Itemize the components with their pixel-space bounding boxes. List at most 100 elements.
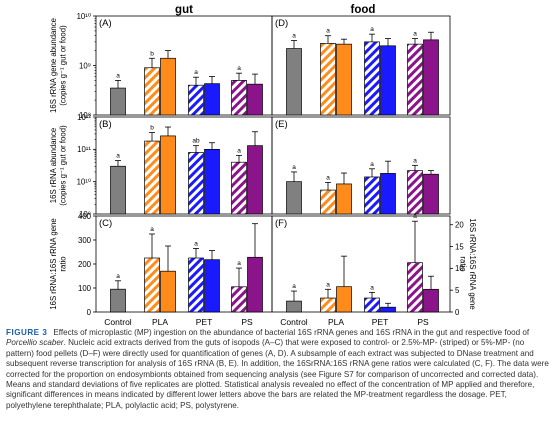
bar-PS-striped [407, 262, 423, 313]
x-tick-label: PET [372, 317, 389, 327]
y-axis-label-line: ratio [59, 256, 68, 272]
x-tick-label: Control [104, 317, 132, 327]
x-tick-label: PLA [328, 317, 344, 327]
bar-PLA-striped [144, 67, 160, 116]
significance-letter: a [370, 284, 374, 291]
figure-caption: FIGURE 3 Effects of microplastic (MP) ing… [6, 328, 550, 411]
bar-PET-solid [380, 306, 396, 313]
y-axis-label-line: 16S rRNA abundance [49, 128, 58, 203]
bar-PET-solid [204, 148, 220, 215]
significance-letter: a [237, 65, 241, 72]
significance-letter: a [292, 164, 296, 171]
panel-letter: (F) [275, 218, 287, 229]
x-tick-label: PET [196, 317, 213, 327]
x-tick-label: Control [280, 317, 308, 327]
bar-PLA-solid [336, 43, 352, 116]
panel-letter: (C) [99, 218, 112, 229]
significance-letter: a [116, 273, 120, 280]
y-tick-label: 10¹⁰ [77, 12, 91, 21]
bar-PLA-striped [320, 43, 336, 116]
significance-letter: a [292, 32, 296, 39]
significance-letter: a [292, 283, 296, 290]
y-axis-label: 16S rRNA abundance(copies g⁻¹ gut or foo… [49, 125, 68, 206]
y-tick-label: 0 [87, 308, 92, 317]
significance-letter: a [326, 281, 330, 288]
caption-label: FIGURE 3 [6, 328, 48, 337]
significance-letter: a [413, 213, 417, 220]
panel-frame [271, 215, 451, 313]
significance-letter: a [326, 174, 330, 181]
y-tick-label: 10⁸ [79, 111, 91, 120]
significance-letter: a [413, 31, 417, 38]
panel-letter: (D) [275, 18, 288, 29]
panel-letter: (A) [99, 18, 112, 29]
bar-control [286, 48, 302, 116]
significance-letter: a [326, 28, 330, 35]
bar-control [286, 300, 302, 313]
bar-PET-striped [188, 84, 204, 116]
significance-letter: b [150, 125, 154, 132]
caption-text-2: . Nucleic acid extracts derived from the… [6, 338, 549, 410]
bar-PS-solid [423, 288, 439, 313]
significance-letter: b [150, 50, 154, 57]
bar-PS-solid [423, 39, 439, 116]
panel-letter: (B) [99, 119, 112, 130]
y-axis-label-right-line: 16S rRNA:16S rRNA gene [468, 218, 477, 309]
y-tick-label-right: 15 [455, 242, 464, 251]
y-tick-label-right: 0 [455, 308, 460, 317]
bar-PET-solid [204, 83, 220, 116]
bar-PLA-solid [160, 270, 176, 313]
y-tick-label: 10¹² [77, 113, 91, 122]
significance-letter: a [194, 69, 198, 76]
x-tick-label: PS [417, 317, 429, 327]
bar-PLA-solid [160, 135, 176, 215]
bar-control [110, 288, 126, 313]
bar-PS-solid [247, 145, 263, 215]
bar-PLA-striped [320, 189, 336, 215]
bar-PS-solid [423, 173, 439, 215]
significance-letter: a [370, 161, 374, 168]
y-tick-label: 400 [78, 212, 92, 221]
y-axis-label-line: 16S rRNA gene abundance [49, 18, 58, 113]
y-axis-label-line: (copies g⁻¹ gut or food) [59, 125, 68, 206]
y-axis-label-right: 16S rRNA:16S rRNA generatio [459, 218, 478, 309]
y-tick-label: 100 [78, 284, 92, 293]
y-tick-label-right: 10 [455, 264, 464, 273]
bar-PLA-solid [160, 57, 176, 116]
significance-letter: a [370, 26, 374, 33]
y-tick-label: 200 [78, 260, 92, 269]
bar-PET-striped [364, 297, 380, 313]
y-axis-label-line: 16S rRNA:16S rRNA gene [49, 218, 58, 309]
caption-text-1: Effects of microplastic (MP) ingestion o… [53, 328, 530, 337]
y-tick-label: 10⁹ [79, 210, 91, 219]
significance-letter: ab [192, 138, 200, 145]
x-tick-label: PS [241, 317, 253, 327]
y-axis-label-line: (copies g⁻¹ gut or food) [59, 25, 68, 106]
bar-PLA-solid [336, 286, 352, 313]
bar-PLA-striped [144, 140, 160, 215]
y-axis-label-right-line: ratio [459, 256, 468, 272]
column-title-gut: gut [175, 4, 193, 16]
bar-PS-striped [407, 43, 423, 116]
significance-letter: a [237, 260, 241, 267]
significance-letter: a [150, 226, 154, 233]
bar-PLA-striped [320, 297, 336, 313]
bar-control [110, 165, 126, 215]
panel-letter: (E) [275, 119, 288, 130]
panel-frame [271, 116, 451, 215]
y-tick-label-right: 5 [455, 286, 460, 295]
bar-PET-striped [188, 257, 204, 313]
bar-PLA-solid [336, 183, 352, 215]
bar-PET-solid [380, 45, 396, 116]
bar-PET-solid [380, 173, 396, 215]
bar-PET-striped [364, 41, 380, 116]
bar-PS-solid [247, 256, 263, 313]
y-tick-label: 10¹¹ [77, 145, 91, 154]
bar-PS-striped [231, 286, 247, 313]
bar-control [286, 181, 302, 215]
bar-PET-striped [364, 176, 380, 215]
figure-chart: gut food 16S rRNA gene abundance(copies … [49, 4, 478, 327]
bar-PS-striped [407, 170, 423, 215]
y-axis-label: 16S rRNA:16S rRNA generatio [49, 218, 68, 309]
significance-letter: a [194, 240, 198, 247]
